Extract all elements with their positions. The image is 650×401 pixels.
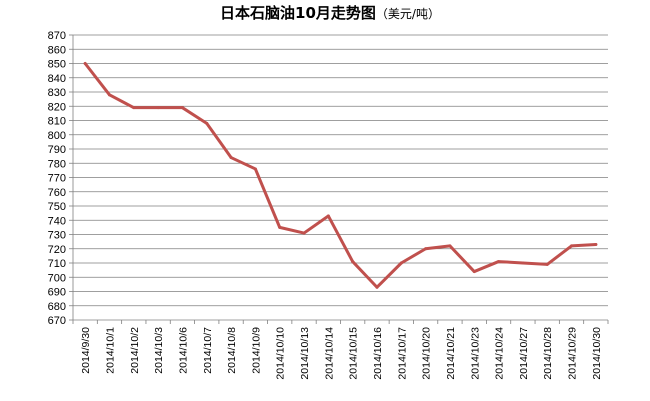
- x-tick-label: 2014/10/1: [104, 327, 116, 374]
- y-tick-label: 690: [48, 287, 66, 299]
- x-tick-label: 2014/10/15: [348, 327, 360, 380]
- x-tick-label: 2014/10/21: [445, 327, 457, 380]
- x-tick-label: 2014/10/2: [129, 327, 141, 374]
- x-tick-label: 2014/10/8: [226, 327, 238, 374]
- y-axis-tick-labels: 670 680 690 700 710 720 730 740 750 760 770 780 790 8…: [48, 30, 66, 327]
- data-point: [497, 260, 501, 264]
- data-point: [302, 231, 306, 235]
- data-point: [399, 261, 403, 265]
- y-tick-label: 810: [48, 116, 66, 128]
- y-tick-label: 760: [48, 187, 66, 199]
- y-tick-label: 680: [48, 301, 66, 313]
- x-tick-label: 2014/10/17: [396, 327, 408, 380]
- axes: [69, 34, 609, 324]
- y-tick-label: 730: [48, 230, 66, 242]
- data-point: [570, 244, 574, 248]
- y-tick-label: 740: [48, 215, 66, 227]
- data-point: [375, 285, 379, 289]
- grid-lines: [73, 34, 608, 307]
- x-tick-label: 2014/10/7: [202, 327, 214, 374]
- data-point: [594, 242, 598, 246]
- x-tick-label: 2014/10/6: [177, 327, 189, 374]
- chart-unit-text: （美元/吨）: [376, 7, 440, 21]
- y-tick-label: 670: [48, 315, 66, 327]
- data-point: [351, 260, 355, 264]
- series-line: [83, 62, 598, 289]
- data-point: [521, 261, 525, 265]
- y-tick-label: 800: [48, 130, 66, 142]
- data-point: [132, 106, 136, 110]
- y-tick-label: 860: [48, 44, 66, 56]
- chart-title: 日本石脑油10月走势图（美元/吨）: [220, 4, 440, 22]
- y-tick-label: 830: [48, 87, 66, 99]
- y-tick-label: 770: [48, 173, 66, 185]
- x-tick-label: 2014/10/24: [494, 327, 506, 380]
- x-tick-label: 2014/10/27: [518, 327, 530, 380]
- y-tick-label: 840: [48, 73, 66, 85]
- x-tick-label: 2014/10/23: [469, 327, 481, 380]
- x-axis-tick-labels: 2014/9/30 2014/10/1 2014/10/2 2014/10/3 2014…: [80, 327, 603, 380]
- x-tick-label: 2014/10/30: [591, 327, 603, 380]
- x-tick-label: 2014/10/9: [250, 327, 262, 374]
- x-tick-label: 2014/10/14: [323, 327, 335, 380]
- data-point: [253, 167, 257, 171]
- data-point: [107, 93, 111, 97]
- data-point: [205, 121, 209, 125]
- data-point: [326, 214, 330, 218]
- y-tick-label: 790: [48, 144, 66, 156]
- y-tick-label: 820: [48, 101, 66, 113]
- data-point: [229, 156, 233, 160]
- series-layer: [83, 62, 598, 289]
- data-point: [545, 262, 549, 266]
- x-tick-label: 2014/10/28: [542, 327, 554, 380]
- x-tick-label: 2014/10/10: [275, 327, 287, 380]
- y-tick-label: 870: [48, 30, 66, 42]
- y-tick-label: 700: [48, 272, 66, 284]
- y-tick-label: 720: [48, 244, 66, 256]
- x-tick-label: 2014/10/29: [567, 327, 579, 380]
- y-tick-label: 750: [48, 201, 66, 213]
- data-point: [83, 62, 87, 65]
- x-tick-label: 2014/10/16: [372, 327, 384, 380]
- x-tick-label: 2014/10/13: [299, 327, 311, 380]
- data-point: [472, 270, 476, 274]
- y-tick-label: 850: [48, 59, 66, 71]
- data-point: [180, 106, 184, 110]
- x-tick-label: 2014/9/30: [80, 327, 92, 374]
- chart-title-text: 日本石脑油10月走势图: [220, 4, 376, 22]
- x-tick-label: 2014/10/20: [421, 327, 433, 380]
- data-point: [156, 106, 160, 110]
- data-point: [448, 244, 452, 248]
- y-tick-label: 710: [48, 258, 66, 270]
- data-point: [424, 247, 428, 251]
- data-point: [278, 225, 282, 229]
- y-tick-label: 780: [48, 158, 66, 170]
- x-tick-label: 2014/10/3: [153, 327, 165, 374]
